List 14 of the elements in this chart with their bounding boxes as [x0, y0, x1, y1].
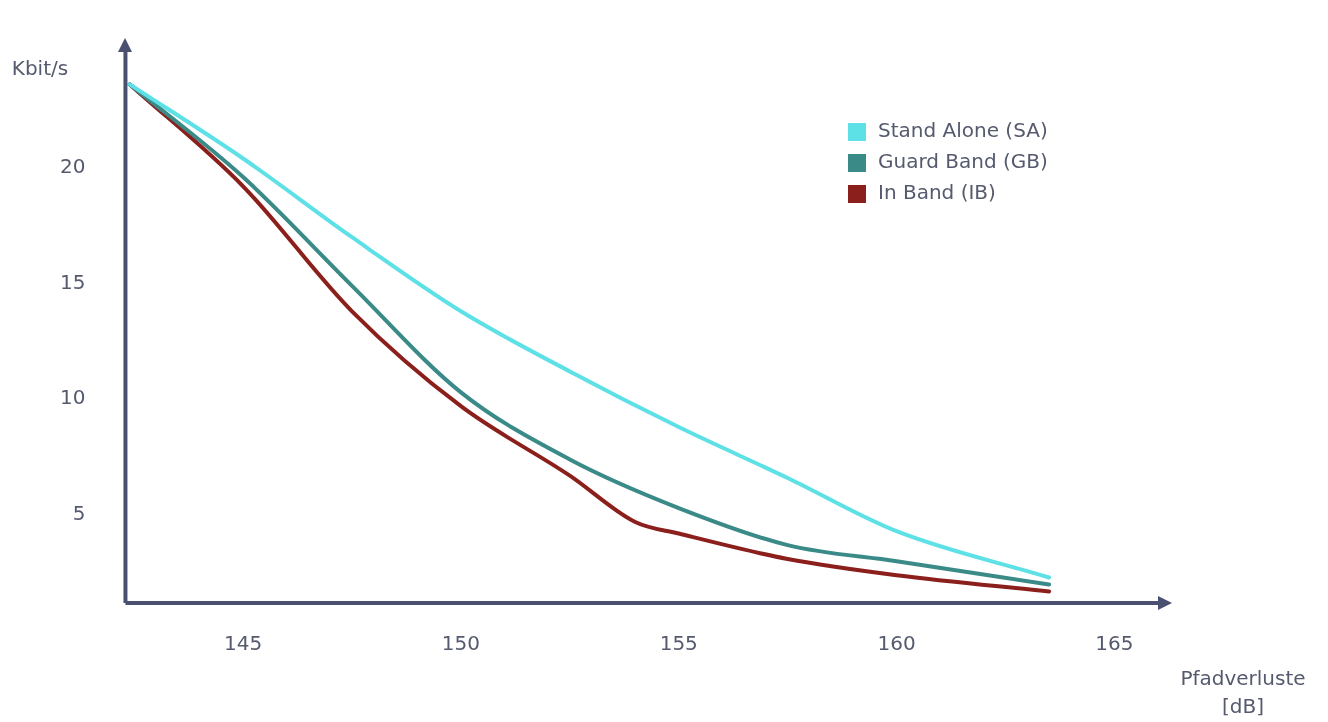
- legend-label: In Band (IB): [878, 180, 996, 205]
- legend-label: Stand Alone (SA): [878, 118, 1048, 143]
- x-tick-label: 145: [223, 631, 263, 656]
- y-tick-label: 20: [60, 153, 86, 178]
- x-tick-label: 155: [659, 631, 698, 656]
- y-tick-label: 15: [60, 269, 86, 294]
- y-tick-label: 5: [72, 501, 86, 526]
- x-tick-label: 160: [877, 631, 916, 656]
- x-tick-label: 150: [441, 631, 481, 656]
- y-axis-title: Kbit/s: [11, 56, 69, 81]
- y-tick-label: 10: [60, 385, 86, 410]
- x-axis-title: Pfadverluste [dB]: [1180, 666, 1306, 719]
- x-tick-label: 165: [1095, 631, 1134, 656]
- legend-label: Guard Band (GB): [878, 149, 1048, 174]
